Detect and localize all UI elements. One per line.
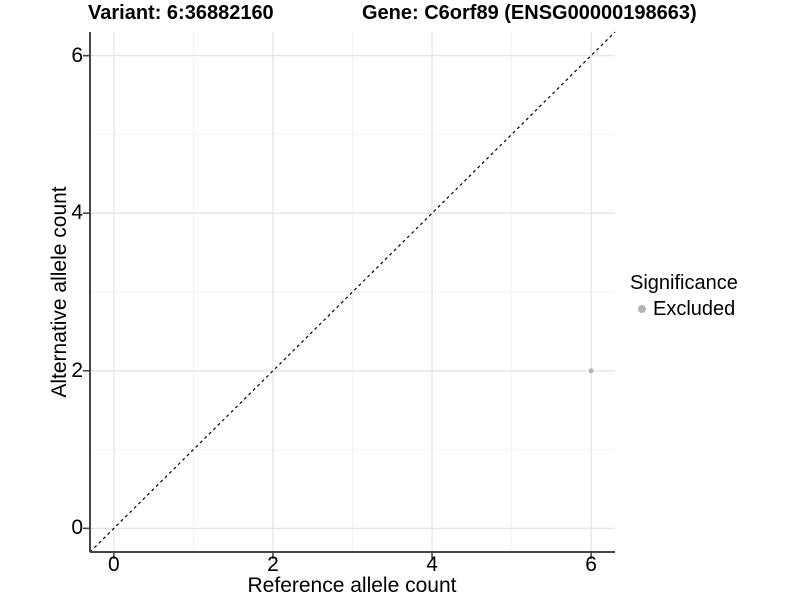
legend-title: Significance: [630, 272, 738, 294]
x-tick-label: 2: [267, 553, 279, 576]
legend-item-label: Excluded: [653, 298, 736, 320]
legend-item: Excluded: [630, 297, 738, 321]
legend: Significance Excluded: [630, 271, 738, 321]
identity-reference-line: [89, 31, 616, 553]
legend-items: Excluded: [630, 297, 738, 321]
x-tick-label: 0: [108, 553, 120, 576]
x-axis-title: Reference allele count: [247, 574, 457, 597]
plot-title-gene: Gene: C6orf89 (ENSG00000198663): [362, 2, 697, 24]
y-tick-label: 4: [71, 201, 83, 225]
data-point-excluded: [588, 368, 594, 374]
y-tick-label: 6: [71, 43, 83, 67]
plot-title-variant: Variant: 6:36882160: [88, 2, 274, 24]
y-tick-label: 2: [71, 358, 83, 382]
y-tick-label: 0: [71, 516, 83, 540]
legend-point-icon: [638, 305, 646, 313]
x-tick-label: 4: [426, 553, 438, 576]
x-tick-label: 6: [585, 553, 597, 576]
